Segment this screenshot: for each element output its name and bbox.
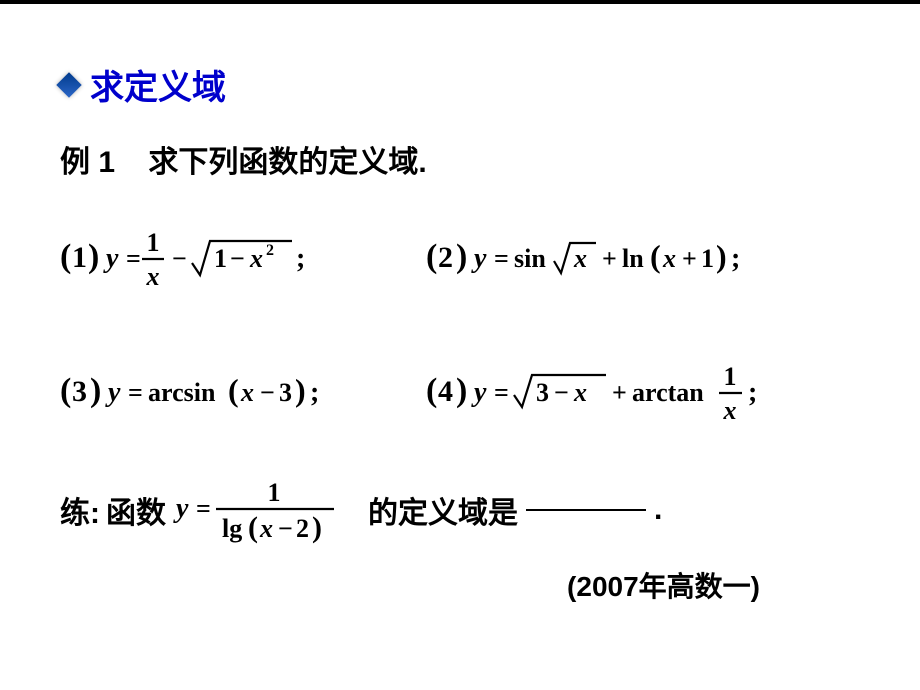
practice-label: 练: (60, 488, 100, 532)
svg-text:=: = (196, 494, 211, 523)
svg-text:(: ( (60, 238, 71, 275)
svg-text:): ) (295, 372, 306, 408)
section-title: 求定义域 (90, 60, 226, 109)
svg-text:−: − (554, 378, 569, 407)
svg-text:3: 3 (279, 378, 292, 407)
slide: 求定义域 例 1 求下列函数的定义域. ( 1 ) y = 1 x − 1 (0, 0, 920, 690)
svg-text:;: ; (310, 377, 319, 408)
practice-suffix: 的定义域是 (368, 488, 518, 532)
svg-text:−: − (230, 244, 245, 273)
problem-1: ( 1 ) y = 1 x − 1 − x 2 ; (60, 215, 400, 301)
section-header: 求定义域 (60, 60, 860, 109)
svg-text:=: = (126, 244, 141, 273)
source-line: (2007年高数一) (60, 565, 860, 605)
svg-text:arcsin: arcsin (148, 378, 216, 407)
svg-text:x: x (240, 378, 254, 407)
svg-text:): ) (716, 238, 727, 274)
math-expr-3: ( 3 ) y = arcsin ( x − 3 ) ; (60, 357, 400, 427)
math-expr-practice: y = 1 lg ( x − 2 ) (172, 469, 362, 551)
svg-text:3: 3 (536, 378, 549, 407)
example-line: 例 1 求下列函数的定义域. (60, 137, 860, 181)
svg-text:1: 1 (147, 228, 160, 257)
svg-text:4: 4 (438, 375, 453, 408)
math-expr-1: ( 1 ) y = 1 x − 1 − x 2 ; (60, 215, 380, 301)
svg-text:y: y (103, 243, 119, 274)
math-expr-4: ( 4 ) y = 3 − x + arctan 1 x ; (426, 349, 866, 435)
svg-text:): ) (456, 238, 467, 275)
answer-blank (526, 509, 646, 511)
example-text: 求下列函数的定义域. (148, 146, 426, 179)
svg-text:x: x (573, 244, 587, 273)
svg-text:+: + (612, 378, 627, 407)
svg-text:(: ( (248, 511, 258, 544)
svg-text:): ) (88, 238, 99, 275)
svg-text:+: + (682, 244, 697, 273)
svg-text:1: 1 (701, 244, 714, 273)
svg-text:1: 1 (724, 362, 737, 391)
problem-2: ( 2 ) y = sin x + ln ( x + 1 ) ; (426, 215, 866, 301)
svg-text:x: x (573, 378, 587, 407)
svg-text:2: 2 (438, 241, 453, 274)
svg-text:arctan: arctan (632, 378, 704, 407)
svg-text:+: + (602, 244, 617, 273)
svg-text:y: y (173, 493, 189, 524)
svg-text:lg: lg (222, 514, 242, 543)
svg-text:(: ( (60, 372, 71, 409)
practice-prefix: 函数 (106, 488, 166, 532)
svg-text:−: − (260, 378, 275, 407)
svg-text:): ) (90, 372, 101, 409)
svg-text:=: = (128, 378, 143, 407)
svg-text:ln: ln (622, 244, 644, 273)
example-label: 例 1 (60, 146, 115, 179)
problems-grid: ( 1 ) y = 1 x − 1 − x 2 ; ( (60, 215, 860, 435)
svg-text:−: − (278, 514, 293, 543)
svg-text:(: ( (650, 238, 661, 274)
svg-text:1: 1 (72, 241, 87, 274)
svg-text:sin: sin (514, 244, 546, 273)
svg-text:y: y (105, 377, 121, 408)
svg-text:x: x (146, 262, 160, 291)
svg-text:1: 1 (214, 244, 227, 273)
svg-text:;: ; (748, 377, 757, 408)
top-border (0, 0, 920, 4)
svg-text:3: 3 (72, 375, 87, 408)
svg-text:x: x (249, 244, 263, 273)
math-expr-2: ( 2 ) y = sin x + ln ( x + 1 ) ; (426, 223, 856, 293)
practice-tail: . (654, 493, 662, 527)
svg-text:=: = (494, 378, 509, 407)
svg-text:(: ( (426, 372, 437, 409)
svg-text:y: y (471, 377, 487, 408)
svg-text:): ) (312, 511, 322, 544)
svg-text:;: ; (731, 243, 740, 274)
svg-text:): ) (456, 372, 467, 409)
problem-3: ( 3 ) y = arcsin ( x − 3 ) ; (60, 349, 400, 435)
svg-text:=: = (494, 244, 509, 273)
svg-text:−: − (172, 244, 187, 273)
svg-text:2: 2 (296, 514, 309, 543)
svg-text:(: ( (228, 372, 239, 408)
svg-text:1: 1 (268, 478, 281, 507)
svg-text:x: x (259, 514, 273, 543)
svg-text:(: ( (426, 238, 437, 275)
svg-text:;: ; (296, 243, 305, 274)
svg-text:y: y (471, 243, 487, 274)
problem-4: ( 4 ) y = 3 − x + arctan 1 x ; (426, 349, 866, 435)
practice-line: 练: 函数 y = 1 lg ( x − 2 ) 的定义域是 . (60, 469, 860, 551)
svg-text:2: 2 (266, 242, 274, 259)
svg-text:x: x (723, 396, 737, 425)
svg-text:x: x (662, 244, 676, 273)
diamond-icon (56, 72, 81, 97)
